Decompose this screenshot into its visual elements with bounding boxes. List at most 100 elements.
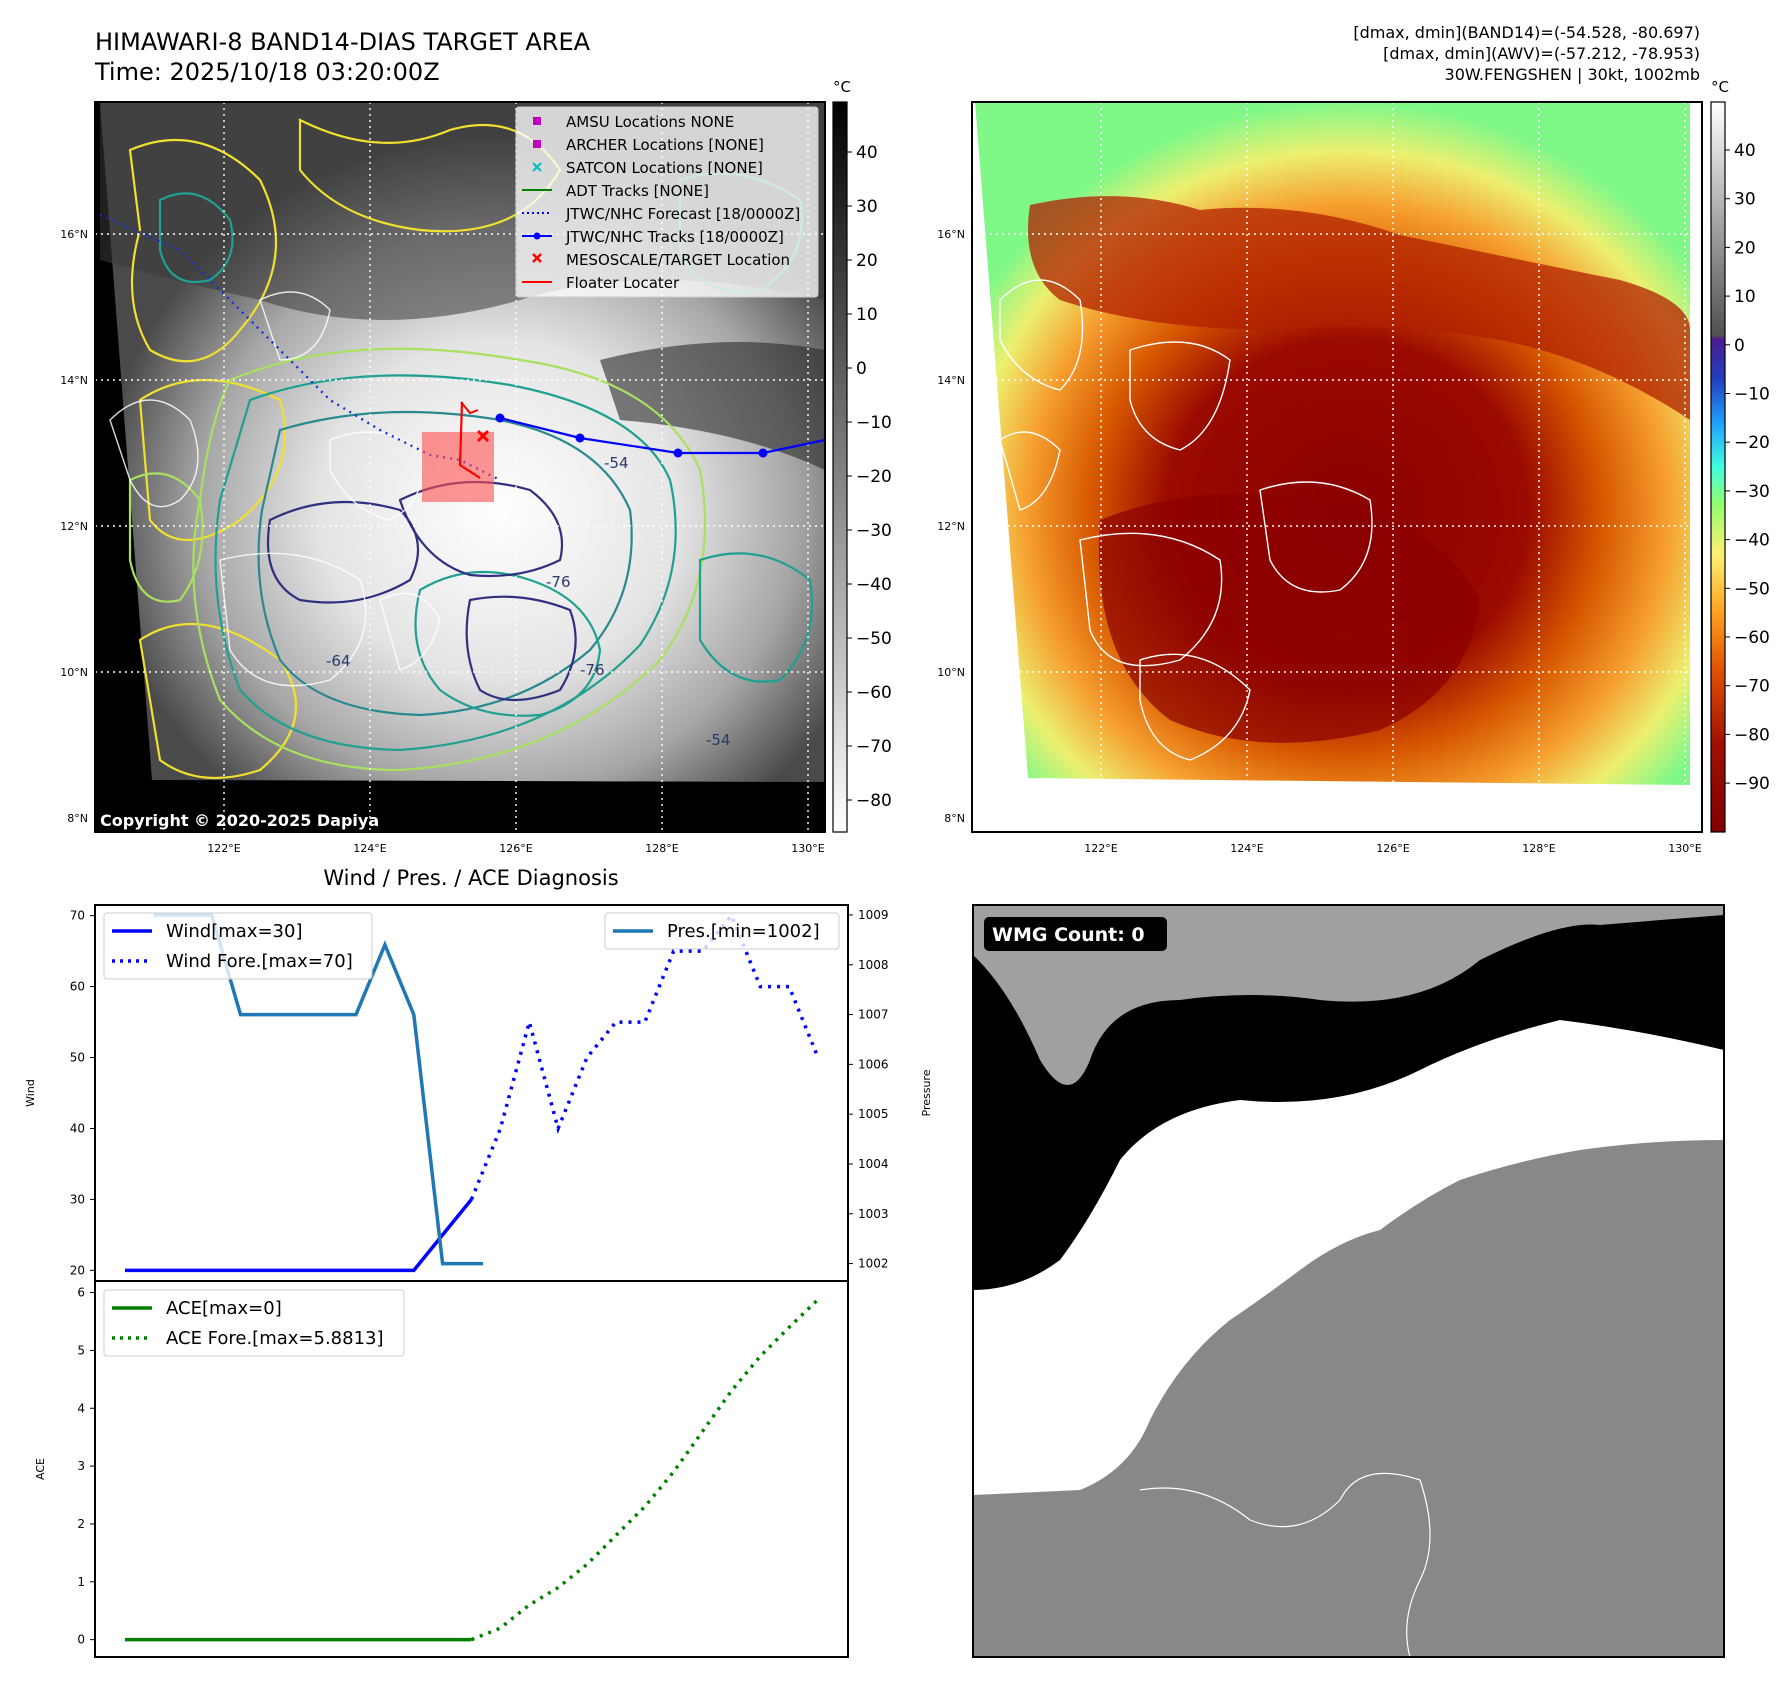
pressure-tick-label: 1002 xyxy=(858,1257,889,1271)
lat-label: 12°N xyxy=(60,520,88,533)
target-area-box xyxy=(422,432,494,502)
gray-colorbar: °C 40 30 20 10 0 −10 −20 −30 −40 −50 −60 −70 −80 xyxy=(832,78,892,833)
stats-storm: 30W.FENGSHEN | 30kt, 1002mb xyxy=(1445,65,1700,84)
ace-axis-label: ACE xyxy=(34,1458,47,1480)
lat-label: 16°N xyxy=(937,228,965,241)
stats-awv: [dmax, dmin](AWV)=(-57.212, -78.953) xyxy=(1383,44,1700,63)
lon-label: 128°E xyxy=(1522,842,1555,855)
lat-label: 16°N xyxy=(60,228,88,241)
ir-gray-map: -54 -76 -76 -64 -54 AMSU Locations NONE … xyxy=(94,101,826,833)
colorbar-tick-label: −40 xyxy=(856,575,892,595)
colorbar-tick-label: 30 xyxy=(1734,190,1756,210)
wind-tick-label: 40 xyxy=(70,1121,85,1135)
colorbar-tick-label: 10 xyxy=(1734,287,1756,307)
lat-label: 8°N xyxy=(67,812,88,825)
pressure-tick-label: 1004 xyxy=(858,1157,889,1171)
lon-label: 130°E xyxy=(791,842,824,855)
colorbar-tick-label: −10 xyxy=(1734,385,1770,405)
pressure-tick-label: 1008 xyxy=(858,958,889,972)
legend-entry: MESOSCALE/TARGET Location xyxy=(566,251,790,269)
contour-label: -54 xyxy=(604,454,629,472)
lon-label: 124°E xyxy=(353,842,386,855)
ace-tick-label: 1 xyxy=(77,1575,85,1589)
legend-entry: ADT Tracks [NONE] xyxy=(566,182,709,200)
wind-tick-label: 60 xyxy=(70,980,85,994)
pressure-tick-label: 1003 xyxy=(858,1207,889,1221)
map2-axis-labels: 16°N 14°N 12°N 10°N 8°N 122°E 124°E 126°… xyxy=(937,228,1702,855)
wind-axis-label: Wind xyxy=(24,1079,37,1107)
lat-label: 10°N xyxy=(60,666,88,679)
wmg-count-text: WMG Count: 0 xyxy=(992,924,1145,946)
pressure-tick-label: 1005 xyxy=(858,1107,889,1121)
colorbar-tick-label: −40 xyxy=(1734,531,1770,551)
legend-entry: JTWC/NHC Forecast [18/0000Z] xyxy=(565,205,800,223)
lat-label: 12°N xyxy=(937,520,965,533)
wind-tick-label: 70 xyxy=(70,909,85,923)
map2-grid xyxy=(972,102,1702,832)
colorbar-tick-label: 40 xyxy=(1734,141,1756,161)
colorbar-tick-label: 0 xyxy=(856,359,867,379)
legend-entry: Pres.[min=1002] xyxy=(667,921,820,942)
figure-title: HIMAWARI-8 BAND14-DIAS TARGET AREA xyxy=(95,28,591,56)
series-line-2 xyxy=(469,912,820,1201)
legend-entry: Wind Fore.[max=70] xyxy=(166,951,353,972)
lon-label: 122°E xyxy=(1084,842,1117,855)
pressure-tick-label: 1007 xyxy=(858,1008,889,1022)
jtwc-forecast-line xyxy=(99,213,501,482)
floater-locater xyxy=(458,401,481,479)
ace-tick-label: 0 xyxy=(77,1633,85,1647)
legend-entry: JTWC/NHC Tracks [18/0000Z] xyxy=(565,228,784,246)
colorbar-tick-label: −30 xyxy=(1734,482,1770,502)
ace-legend: ACE[max=0] ACE Fore.[max=5.8813] xyxy=(103,1289,405,1357)
pressure-tick-label: 1006 xyxy=(858,1057,889,1071)
ace-tick-label: 6 xyxy=(77,1286,85,1300)
diagnosis-title: Wind / Pres. / ACE Diagnosis xyxy=(323,866,618,890)
lat-label: 8°N xyxy=(944,812,965,825)
colorbar-tick-label: −60 xyxy=(856,683,892,703)
colorbar-tick-label: −70 xyxy=(856,737,892,757)
lon-label: 128°E xyxy=(645,842,678,855)
wind-tick-label: 30 xyxy=(70,1192,85,1206)
wind-legend: Wind[max=30] Wind Fore.[max=70] xyxy=(103,912,373,980)
lat-label: 14°N xyxy=(937,374,965,387)
colorbar-tick-label: −70 xyxy=(1734,677,1770,697)
target-marker-icon xyxy=(532,253,542,263)
colorbar-unit: °C xyxy=(833,78,851,96)
archer-marker-icon xyxy=(533,140,541,148)
ace-tick-label: 4 xyxy=(77,1401,85,1415)
map-legend: AMSU Locations NONE ARCHER Locations [NO… xyxy=(515,106,819,298)
pressure-axis-label: Pressure xyxy=(920,1069,933,1116)
wmg-region-mid xyxy=(973,1140,1724,1657)
wmg-coastline xyxy=(1139,1472,1431,1658)
colorbar-unit: °C xyxy=(1711,78,1729,96)
wmg-panel: WMG Count: 0 xyxy=(972,904,1725,1658)
lon-label: 126°E xyxy=(1376,842,1409,855)
lat-label: 14°N xyxy=(60,374,88,387)
colorbar-tick-label: −90 xyxy=(1734,774,1770,794)
legend-entry: ACE Fore.[max=5.8813] xyxy=(166,1328,384,1349)
contour-label: -54 xyxy=(706,731,731,749)
legend-entry: SATCON Locations [NONE] xyxy=(566,159,763,177)
lat-label: 10°N xyxy=(937,666,965,679)
colorbar-tick-label: −50 xyxy=(1734,579,1770,599)
series-line-1 xyxy=(125,1198,473,1273)
coastlines xyxy=(109,291,441,687)
colorbar-tick-label: −20 xyxy=(856,467,892,487)
copyright-text: Copyright © 2020-2025 Dapiya xyxy=(100,811,379,830)
lon-label: 122°E xyxy=(207,842,240,855)
colorbar-tick-label: −60 xyxy=(1734,628,1770,648)
wind-tick-label: 20 xyxy=(70,1263,85,1277)
colorbar-tick-label: 30 xyxy=(856,197,878,217)
colorbar-tick-label: −80 xyxy=(856,791,892,811)
colorbar-tick-label: 0 xyxy=(1734,336,1745,356)
wind-pressure-chart: Wind Pressure 20 30 40 50 60 70 1002 1003 1004 1… xyxy=(24,904,933,1282)
colorbar-tick-label: −50 xyxy=(856,629,892,649)
wmg-count-badge xyxy=(984,917,1167,951)
contour-label: -76 xyxy=(546,573,571,591)
colorbar-tick-label: −30 xyxy=(856,521,892,541)
ir-color-map xyxy=(971,101,1703,833)
lon-label: 130°E xyxy=(1668,842,1701,855)
map1-axis-labels: 16°N 14°N 12°N 10°N 8°N 122°E 124°E 126°… xyxy=(60,228,825,855)
legend-entry: ACE[max=0] xyxy=(166,1298,282,1319)
